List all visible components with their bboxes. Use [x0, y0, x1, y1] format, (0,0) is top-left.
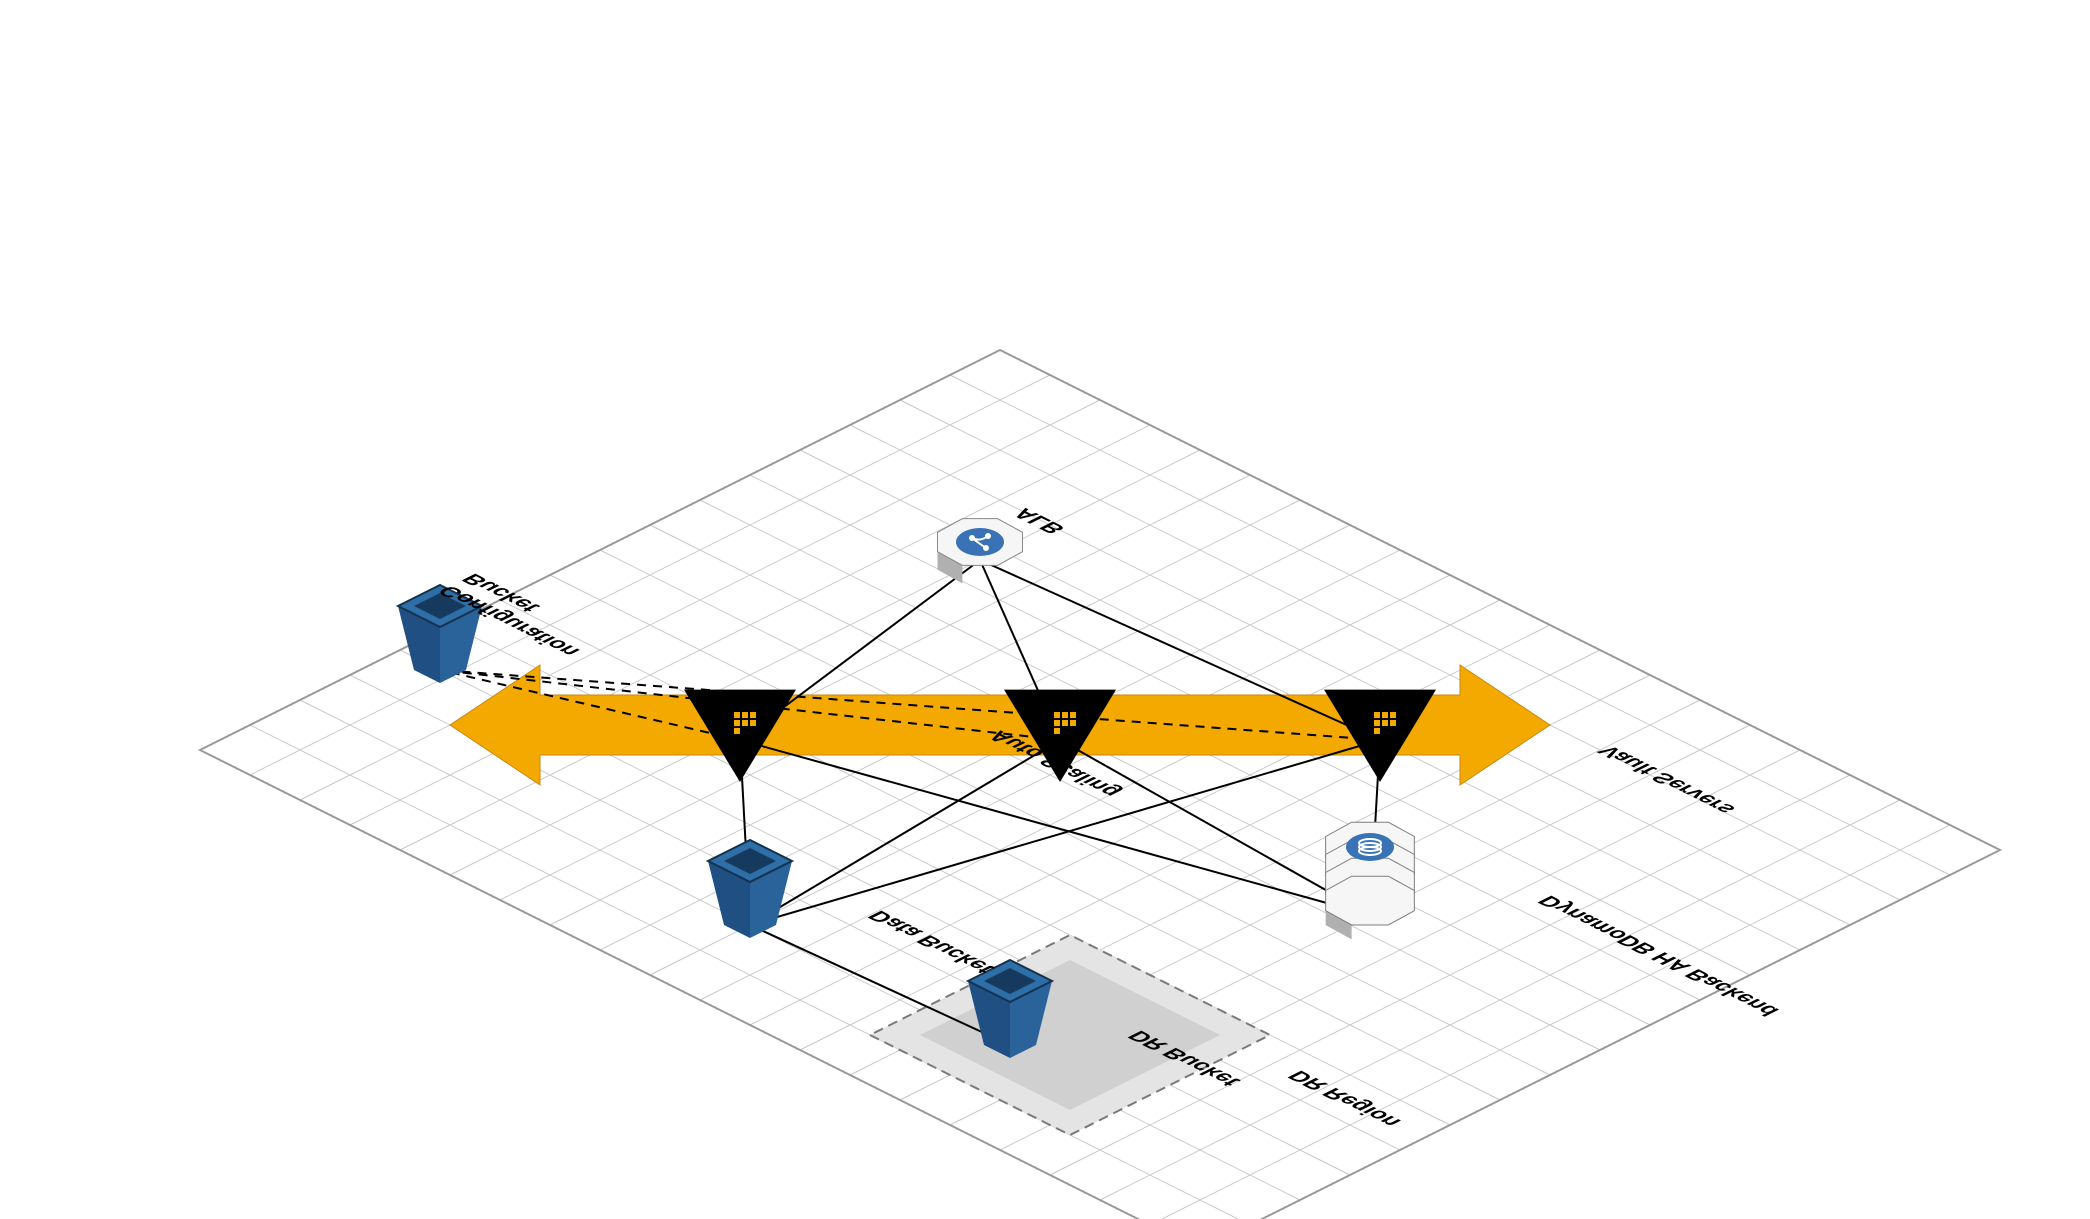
free-label: DR Region	[1282, 1068, 1407, 1130]
data_bucket-label: Data Bucket	[862, 908, 1000, 977]
data_bucket	[708, 840, 792, 938]
dynamo	[1326, 822, 1415, 939]
dynamo-label: DynamoDB HA Backend	[1532, 893, 1785, 1019]
free-label: Vault Servers	[1592, 743, 1741, 818]
architecture-diagram: ConfigurationBucketData BucketDR BucketA…	[0, 0, 2090, 1219]
edges	[440, 560, 1380, 1045]
